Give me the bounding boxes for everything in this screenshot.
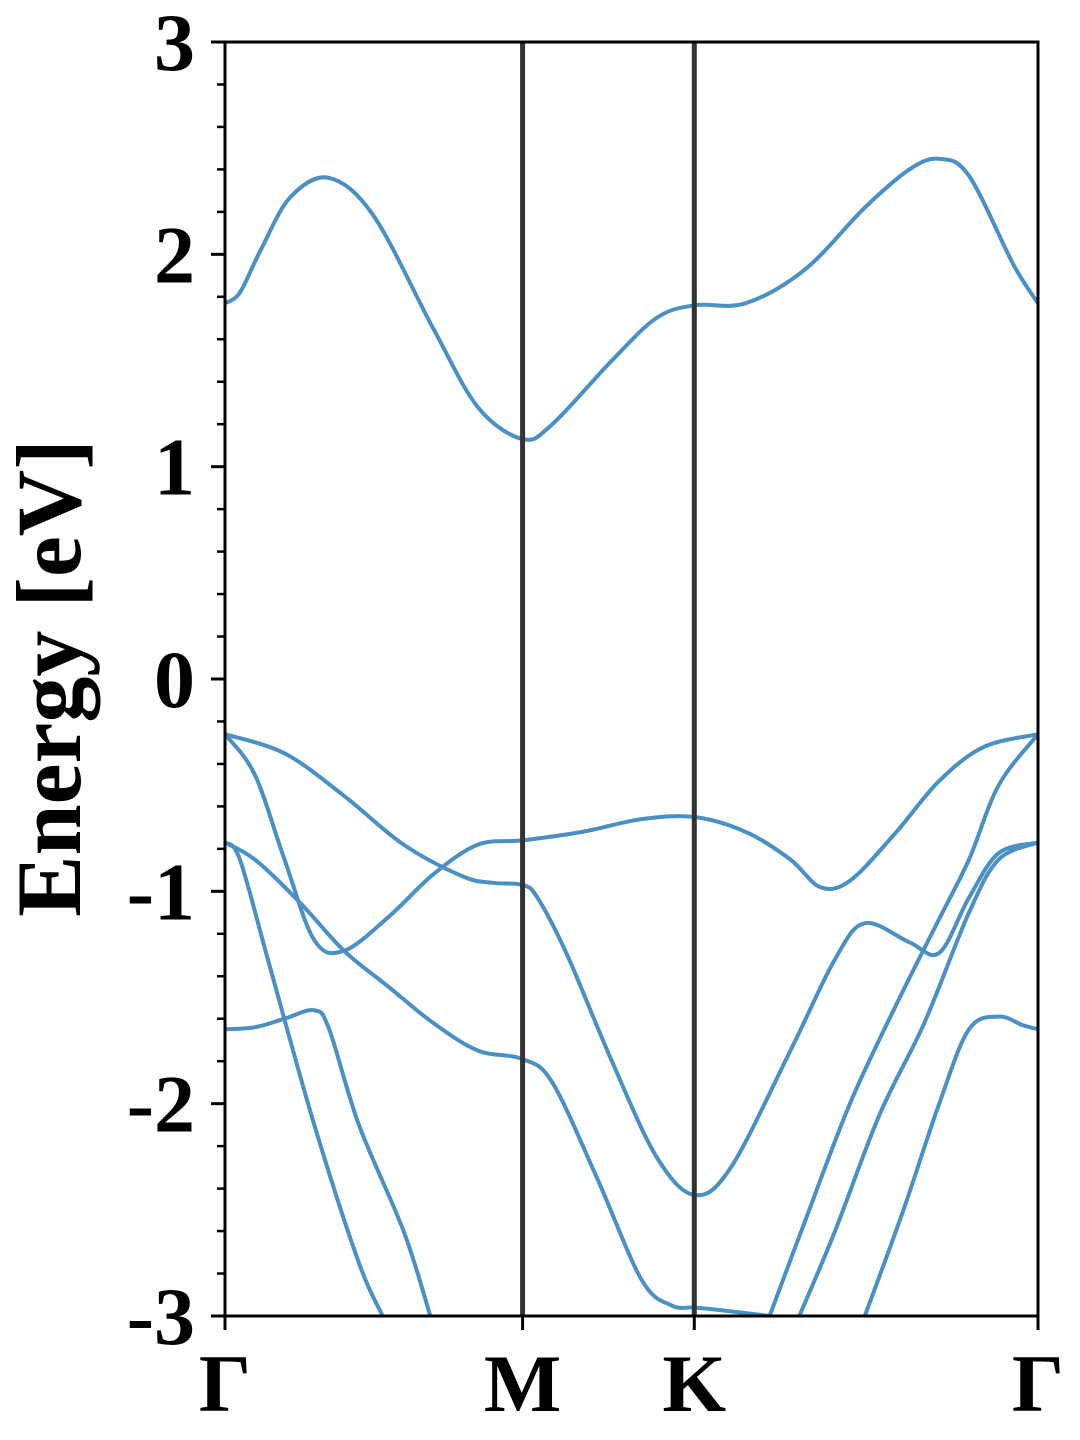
band-line-9 [862,1014,1038,1316]
y-tick-label: 3 [154,0,195,88]
y-tick-label: -3 [127,1271,195,1362]
plot-frame [223,40,1040,1318]
high-symmetry-dividers [520,42,697,1316]
band-line-4 [225,840,772,1316]
band-line-3 [225,732,1038,956]
y-tick-label: 2 [154,209,195,300]
y-tick-label: 0 [154,634,195,725]
band-line-7 [797,840,1038,1316]
band-line-1 [225,156,1038,442]
x-tick-label-M: M [484,1338,561,1429]
y-tick-label: -2 [127,1059,195,1150]
plot-border [223,40,1040,1318]
x-tick-label-K: K [662,1338,726,1429]
x-tick-label-Γ: Γ [199,1338,251,1429]
band-line-5 [767,732,1038,1316]
y-tick-label: 1 [154,422,195,513]
band-line-8 [225,1007,433,1316]
band-line-6 [225,840,385,1316]
y-tick-label: -1 [127,846,195,937]
y-axis-label: Energy [eV] [0,439,100,917]
x-tick-label-Γ: Γ [1012,1338,1064,1429]
y-tick-labels: 3 2 1 0 -1 -2 -3 [127,0,195,1362]
y-axis-ticks [211,40,225,1318]
band-lines [225,156,1038,1316]
